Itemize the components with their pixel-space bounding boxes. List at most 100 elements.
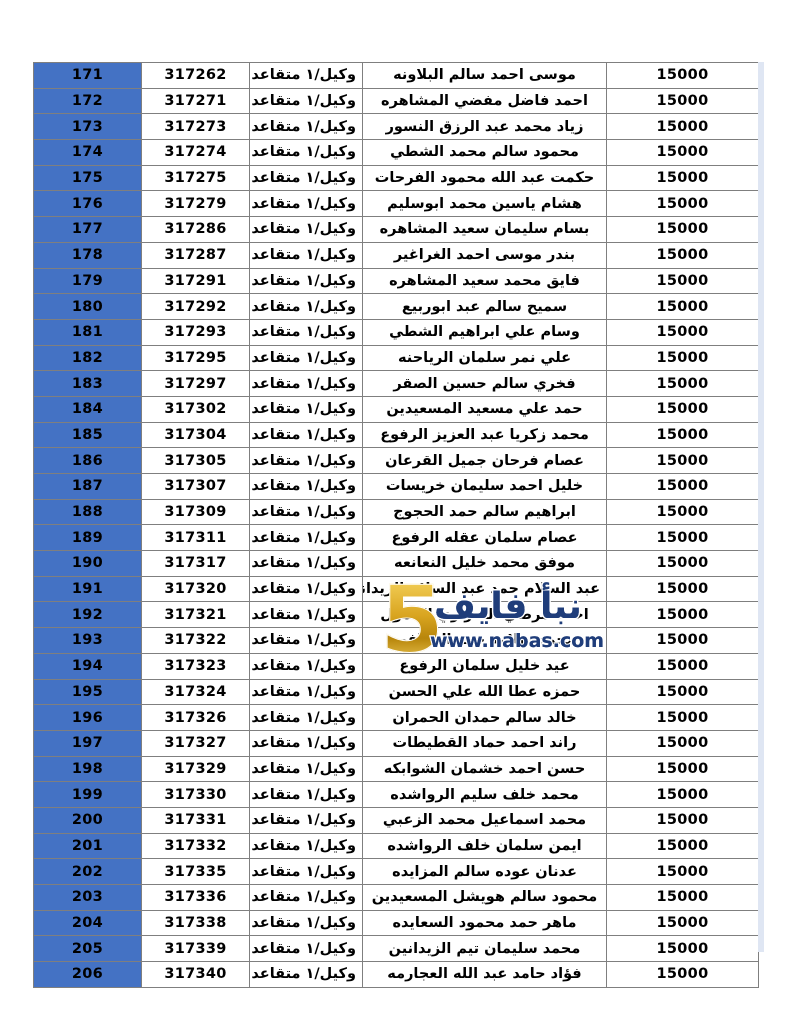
cell-rank: وكيل/١ متقاعد bbox=[249, 550, 363, 577]
cell-rank: وكيل/١ متقاعد bbox=[249, 344, 363, 372]
cell-rank: وكيل/١ متقاعد bbox=[249, 267, 363, 295]
cell-amount: 15000 bbox=[606, 729, 759, 757]
records-table: 15000 موسى احمد سالم البلاونه وكيل/١ متقاع… bbox=[33, 62, 759, 988]
cell-id: 317292 bbox=[141, 293, 250, 320]
cell-name: فايق محمد سعيد المشاهره bbox=[362, 267, 607, 295]
table-row: 15000 عيد خليل سلمان الرفوع وكيل/١ متقاعد 3… bbox=[33, 652, 759, 680]
cell-name: موسى احمد سالم البلاونه bbox=[362, 62, 607, 89]
cell-amount: 15000 bbox=[606, 318, 759, 346]
cell-amount: 15000 bbox=[606, 370, 759, 397]
cell-amount: 15000 bbox=[606, 704, 759, 731]
cell-rank: وكيل/١ متقاعد bbox=[249, 473, 363, 500]
cell-name: محمود سالم هويشل المسعيدين bbox=[362, 884, 607, 911]
cell-name: حمزه عطا الله علي الحسن bbox=[362, 678, 607, 706]
table-row: 15000 محمد سلامه حمد المرافي وكيل/١ متقاعد… bbox=[33, 627, 759, 654]
cell-amount: 15000 bbox=[606, 139, 759, 166]
cell-rank: وكيل/١ متقاعد bbox=[249, 575, 363, 603]
cell-name: ماهر حمد محمود السعايده bbox=[362, 909, 607, 937]
cell-id: 317331 bbox=[141, 806, 250, 834]
cell-sequence-number: 183 bbox=[33, 370, 142, 397]
cell-rank: وكيل/١ متقاعد bbox=[249, 806, 363, 834]
table-row: 15000 احمد مرضي الشراري القمول وكيل/١ متقا… bbox=[33, 601, 759, 629]
cell-id: 317329 bbox=[141, 755, 250, 783]
table-row: 15000 وسام علي ابراهيم الشطي وكيل/١ متقاعد… bbox=[33, 318, 759, 346]
cell-amount: 15000 bbox=[606, 293, 759, 320]
cell-sequence-number: 185 bbox=[33, 421, 142, 449]
records-table-body: 15000 موسى احمد سالم البلاونه وكيل/١ متقاع… bbox=[33, 62, 759, 988]
cell-id: 317330 bbox=[141, 781, 250, 808]
cell-sequence-number: 206 bbox=[33, 961, 142, 988]
cell-id: 317297 bbox=[141, 370, 250, 397]
table-row: 15000 بسام سليمان سعيد المشاهره وكيل/١ متق… bbox=[33, 216, 759, 243]
table-row: 15000 موفق محمد خليل النعانعه وكيل/١ متقاع… bbox=[33, 550, 759, 577]
cell-sequence-number: 171 bbox=[33, 62, 142, 89]
cell-name: حسن احمد خشمان الشوابكه bbox=[362, 755, 607, 783]
cell-id: 317339 bbox=[141, 935, 250, 963]
table-row: 15000 بندر موسى احمد الغراغير وكيل/١ متقاع… bbox=[33, 241, 759, 269]
cell-name: عبد السلام حمد عبد السلام الزيدانين bbox=[362, 575, 607, 603]
cell-rank: وكيل/١ متقاعد bbox=[249, 62, 363, 89]
cell-sequence-number: 188 bbox=[33, 498, 142, 526]
table-row: 15000 محمود سالم هويشل المسعيدين وكيل/١ مت… bbox=[33, 884, 759, 911]
cell-amount: 15000 bbox=[606, 550, 759, 577]
cell-amount: 15000 bbox=[606, 190, 759, 218]
cell-amount: 15000 bbox=[606, 575, 759, 603]
cell-rank: وكيل/١ متقاعد bbox=[249, 164, 363, 192]
cell-rank: وكيل/١ متقاعد bbox=[249, 678, 363, 706]
table-row: 15000 عصام سلمان عقله الرفوع وكيل/١ متقاعد… bbox=[33, 524, 759, 552]
cell-sequence-number: 203 bbox=[33, 884, 142, 911]
cell-rank: وكيل/١ متقاعد bbox=[249, 524, 363, 552]
cell-id: 317335 bbox=[141, 858, 250, 885]
cell-name: فخري سالم حسين الصقر bbox=[362, 370, 607, 397]
cell-name: محمد زكريا عبد العزيز الرفوع bbox=[362, 421, 607, 449]
cell-sequence-number: 184 bbox=[33, 395, 142, 423]
table-row: 15000 خالد سالم حمدان الحمران وكيل/١ متقاع… bbox=[33, 704, 759, 731]
cell-sequence-number: 178 bbox=[33, 241, 142, 269]
cell-amount: 15000 bbox=[606, 961, 759, 988]
cell-id: 317305 bbox=[141, 447, 250, 474]
cell-id: 317327 bbox=[141, 729, 250, 757]
cell-amount: 15000 bbox=[606, 267, 759, 295]
cell-rank: وكيل/١ متقاعد bbox=[249, 729, 363, 757]
cell-sequence-number: 175 bbox=[33, 164, 142, 192]
cell-id: 317311 bbox=[141, 524, 250, 552]
cell-name: بندر موسى احمد الغراغير bbox=[362, 241, 607, 269]
cell-name: عصام سلمان عقله الرفوع bbox=[362, 524, 607, 552]
cell-sequence-number: 193 bbox=[33, 627, 142, 654]
cell-sequence-number: 198 bbox=[33, 755, 142, 783]
cell-amount: 15000 bbox=[606, 344, 759, 372]
cell-amount: 15000 bbox=[606, 601, 759, 629]
cell-id: 317321 bbox=[141, 601, 250, 629]
cell-amount: 15000 bbox=[606, 113, 759, 141]
cell-sequence-number: 192 bbox=[33, 601, 142, 629]
table-row: 15000 حمد علي مسعيد المسعيدين وكيل/١ متقاع… bbox=[33, 395, 759, 423]
cell-sequence-number: 177 bbox=[33, 216, 142, 243]
cell-name: محمد خلف سليم الرواشده bbox=[362, 781, 607, 808]
cell-amount: 15000 bbox=[606, 447, 759, 474]
cell-id: 317271 bbox=[141, 87, 250, 115]
cell-amount: 15000 bbox=[606, 652, 759, 680]
cell-amount: 15000 bbox=[606, 832, 759, 860]
cell-rank: وكيل/١ متقاعد bbox=[249, 601, 363, 629]
cell-name: عدنان عوده سالم المزايده bbox=[362, 858, 607, 885]
cell-sequence-number: 199 bbox=[33, 781, 142, 808]
cell-rank: وكيل/١ متقاعد bbox=[249, 395, 363, 423]
table-row: 15000 ابراهيم سالم حمد الحجوج وكيل/١ متقاع… bbox=[33, 498, 759, 526]
cell-sequence-number: 182 bbox=[33, 344, 142, 372]
cell-sequence-number: 179 bbox=[33, 267, 142, 295]
cell-rank: وكيل/١ متقاعد bbox=[249, 704, 363, 731]
cell-amount: 15000 bbox=[606, 164, 759, 192]
table-row: 15000 ايمن سلمان خلف الرواشده وكيل/١ متقاع… bbox=[33, 832, 759, 860]
table-row: 15000 عصام فرحان جميل القرعان وكيل/١ متقاع… bbox=[33, 447, 759, 474]
cell-sequence-number: 205 bbox=[33, 935, 142, 963]
cell-name: محمد سليمان تيم الزيدانين bbox=[362, 935, 607, 963]
cell-sequence-number: 174 bbox=[33, 139, 142, 166]
cell-sequence-number: 181 bbox=[33, 318, 142, 346]
cell-name: بسام سليمان سعيد المشاهره bbox=[362, 216, 607, 243]
cell-name: ابراهيم سالم حمد الحجوج bbox=[362, 498, 607, 526]
cell-amount: 15000 bbox=[606, 627, 759, 654]
cell-id: 317293 bbox=[141, 318, 250, 346]
cell-rank: وكيل/١ متقاعد bbox=[249, 447, 363, 474]
cell-rank: وكيل/١ متقاعد bbox=[249, 113, 363, 141]
cell-amount: 15000 bbox=[606, 781, 759, 808]
